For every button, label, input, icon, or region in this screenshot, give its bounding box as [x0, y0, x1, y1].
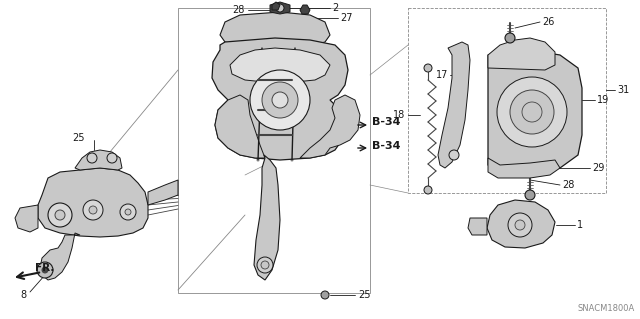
Circle shape — [272, 92, 288, 108]
Circle shape — [262, 82, 298, 118]
Polygon shape — [468, 218, 487, 235]
Circle shape — [424, 64, 432, 72]
Text: 26: 26 — [542, 17, 554, 27]
Polygon shape — [270, 2, 290, 14]
Text: 27: 27 — [340, 13, 353, 23]
Text: FR.: FR. — [35, 263, 54, 273]
Polygon shape — [272, 2, 280, 10]
Polygon shape — [488, 50, 582, 172]
Circle shape — [515, 220, 525, 230]
Circle shape — [522, 102, 542, 122]
Circle shape — [424, 186, 432, 194]
Circle shape — [87, 153, 97, 163]
Polygon shape — [488, 158, 560, 178]
Text: B-34: B-34 — [372, 141, 401, 151]
Circle shape — [508, 213, 532, 237]
Polygon shape — [300, 95, 360, 158]
Text: 29: 29 — [592, 163, 604, 173]
Polygon shape — [230, 48, 330, 82]
Text: 8: 8 — [20, 290, 26, 300]
Text: 28: 28 — [232, 5, 245, 15]
Text: 25: 25 — [358, 290, 371, 300]
Text: 1: 1 — [577, 220, 583, 230]
Polygon shape — [488, 38, 555, 70]
Polygon shape — [220, 12, 330, 48]
Text: 2: 2 — [332, 3, 339, 13]
Circle shape — [55, 210, 65, 220]
Circle shape — [525, 190, 535, 200]
Bar — [408, 8, 606, 193]
Circle shape — [107, 153, 117, 163]
Text: SNACM1800A: SNACM1800A — [578, 304, 635, 313]
Circle shape — [125, 209, 131, 215]
Circle shape — [83, 200, 103, 220]
Polygon shape — [438, 42, 470, 168]
Circle shape — [261, 261, 269, 269]
Circle shape — [497, 77, 567, 147]
Circle shape — [510, 90, 554, 134]
Text: 18: 18 — [393, 110, 405, 120]
Polygon shape — [15, 205, 38, 232]
Polygon shape — [300, 5, 310, 14]
Text: 19: 19 — [597, 95, 609, 105]
Text: 17: 17 — [436, 70, 448, 80]
Polygon shape — [212, 38, 348, 160]
Polygon shape — [487, 200, 555, 248]
Circle shape — [250, 70, 310, 130]
Circle shape — [321, 291, 329, 299]
Circle shape — [505, 33, 515, 43]
Bar — [178, 8, 370, 293]
Text: 31: 31 — [617, 85, 629, 95]
Circle shape — [37, 262, 53, 278]
Polygon shape — [38, 168, 148, 237]
Text: 25: 25 — [72, 133, 85, 143]
Polygon shape — [148, 180, 178, 205]
Circle shape — [276, 4, 284, 12]
Circle shape — [48, 203, 72, 227]
Text: B-34: B-34 — [372, 117, 401, 127]
Text: 28: 28 — [562, 180, 574, 190]
Circle shape — [120, 204, 136, 220]
Polygon shape — [254, 155, 280, 280]
Circle shape — [449, 150, 459, 160]
Polygon shape — [40, 233, 80, 280]
Circle shape — [257, 257, 273, 273]
Circle shape — [42, 267, 48, 273]
Polygon shape — [215, 95, 265, 158]
Circle shape — [89, 206, 97, 214]
Polygon shape — [75, 150, 122, 170]
